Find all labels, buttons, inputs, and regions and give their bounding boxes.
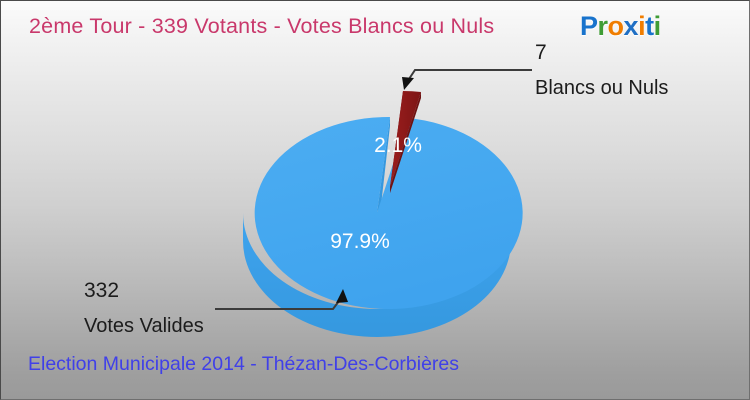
logo-letter-p: P (580, 11, 598, 41)
footer-caption: Election Municipale 2014 - Thézan-Des-Co… (28, 353, 460, 375)
callout-leader-blancs (402, 69, 532, 90)
callout-value-valides: 332 (84, 279, 120, 302)
logo-letter-i1: i (638, 11, 646, 41)
logo-letter-i2: i (653, 11, 662, 41)
pie-slice-blancs-ou-nuls-top (390, 91, 421, 187)
callout-value-blancs: 7 (535, 41, 547, 64)
logo-letter-t: t (645, 11, 654, 41)
callout-leader-valides (215, 289, 348, 310)
pie-percent-label-blancs: 2.1% (374, 134, 422, 157)
callout-label-blancs: Blancs ou Nuls (535, 77, 669, 99)
proxiti-logo[interactable]: Proxiti (580, 11, 661, 42)
pie-slice-blancs-ou-nuls[interactable] (390, 91, 421, 193)
pie-percent-label-valides: 97.9% (330, 230, 390, 253)
pie-slice-votes-valides[interactable] (243, 116, 523, 337)
pie-slice-votes-valides-top (254, 116, 523, 309)
pie-slice-blancs-ou-nuls-side-right (390, 92, 421, 193)
logo-letter-x: x (623, 11, 639, 41)
page-title: 2ème Tour - 339 Votants - Votes Blancs o… (29, 14, 495, 38)
logo-letter-r: r (597, 11, 609, 41)
pie-slice-votes-valides-side (243, 213, 511, 337)
logo-letter-o: o (607, 11, 625, 41)
callout-label-valides: Votes Valides (84, 315, 204, 337)
